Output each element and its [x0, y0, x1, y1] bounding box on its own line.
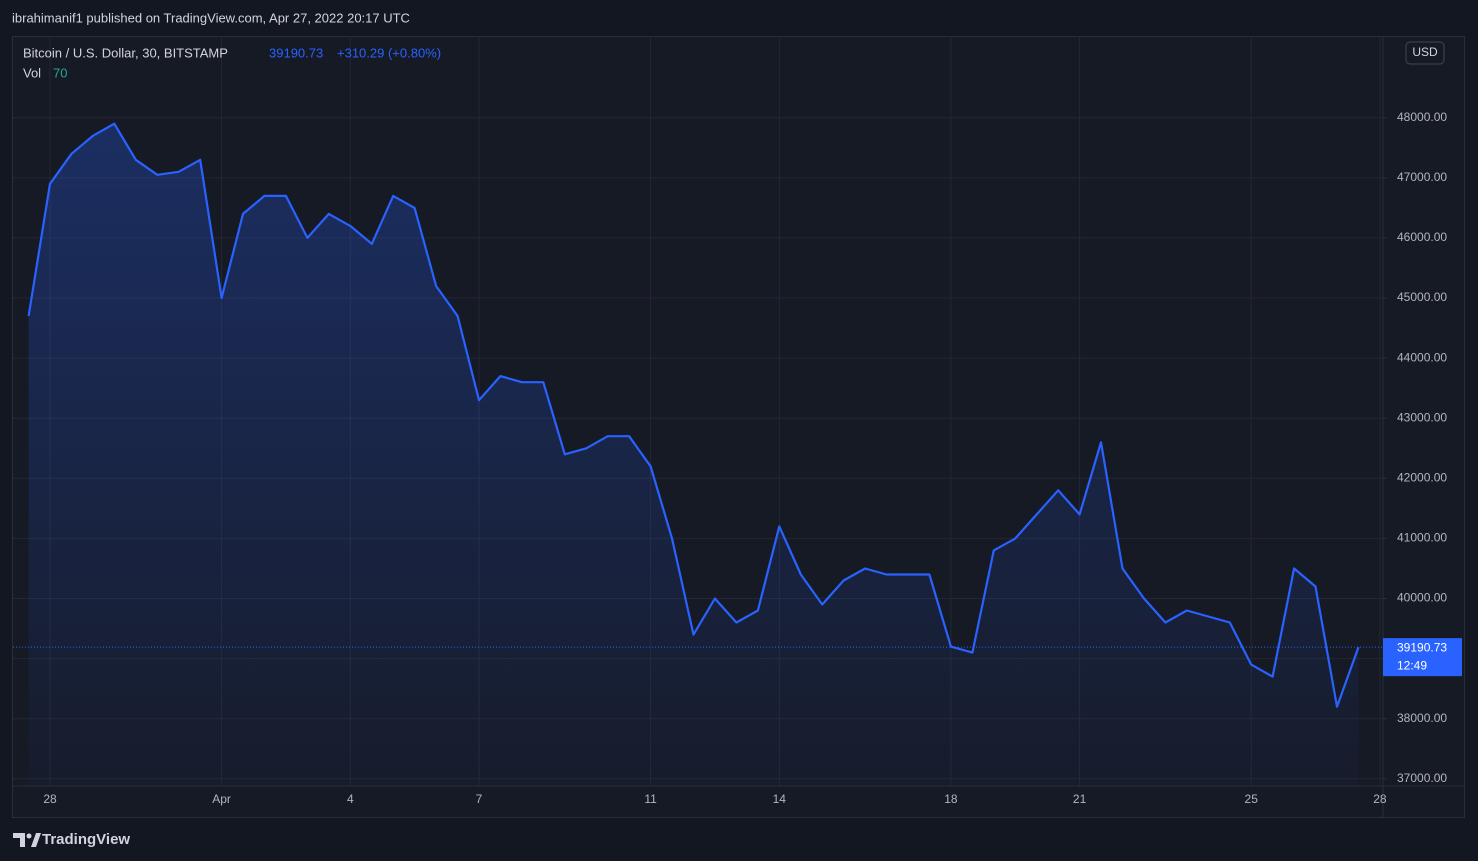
- y-tick-label: 37000.00: [1397, 771, 1447, 785]
- symbol-title: Bitcoin / U.S. Dollar, 30, BITSTAMP: [23, 45, 228, 60]
- brand-logo: [13, 833, 41, 847]
- y-tick-label: 44000.00: [1397, 350, 1447, 364]
- last-value: 39190.73: [269, 45, 323, 60]
- x-tick-label: 21: [1073, 792, 1087, 806]
- y-tick-label: 48000.00: [1397, 110, 1447, 124]
- x-tick-label: 4: [347, 792, 354, 806]
- x-tick-label: 28: [43, 792, 57, 806]
- x-tick-label: Apr: [212, 792, 231, 806]
- last-change: +310.29 (+0.80%): [337, 45, 441, 60]
- price-line: [27, 122, 1360, 708]
- y-tick-label: 40000.00: [1397, 591, 1447, 605]
- x-tick-label: 28: [1373, 792, 1387, 806]
- x-tick-label: 11: [644, 792, 657, 806]
- currency-label[interactable]: USD: [1412, 45, 1438, 59]
- y-tick-label: 42000.00: [1397, 470, 1447, 484]
- brand-name: TradingView: [42, 831, 130, 848]
- last-price-tag: [1383, 638, 1462, 677]
- currency-button[interactable]: [1405, 41, 1445, 65]
- y-tick-label: 46000.00: [1397, 230, 1447, 244]
- y-tick-label: 41000.00: [1397, 531, 1447, 545]
- y-tick-label: 43000.00: [1397, 410, 1447, 424]
- area-fill: [28, 123, 1359, 786]
- x-tick-label: 14: [773, 792, 787, 806]
- x-tick-label: 25: [1245, 792, 1259, 806]
- axes: 37000.0038000.0039000.0040000.0041000.00…: [43, 110, 1462, 806]
- volume-label: Vol: [23, 65, 41, 80]
- volume-value: 70: [53, 65, 67, 80]
- countdown-label: 12:49: [1397, 658, 1427, 672]
- y-tick-label: 38000.00: [1397, 711, 1447, 725]
- y-tick-label: 47000.00: [1397, 170, 1447, 184]
- byline: ibrahimanif1 published on TradingView.co…: [12, 10, 410, 25]
- x-tick-label: 18: [944, 792, 958, 806]
- y-tick-label: 45000.00: [1397, 290, 1447, 304]
- last-price-label: 39190.73: [1397, 640, 1447, 654]
- plot: [13, 122, 1383, 786]
- x-tick-label: 7: [476, 792, 483, 806]
